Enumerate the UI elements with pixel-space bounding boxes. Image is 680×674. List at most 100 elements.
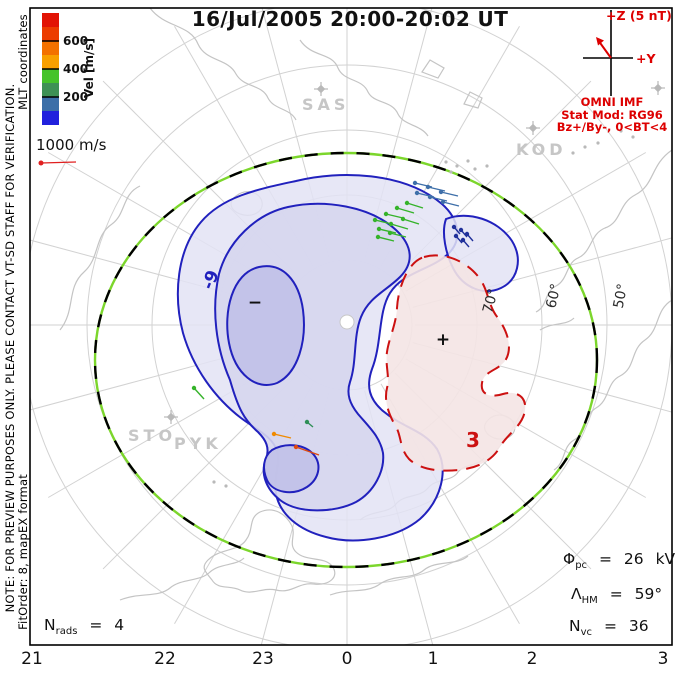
colorbar-segment bbox=[42, 41, 59, 55]
colorbar-segment bbox=[42, 55, 59, 69]
mlt-axis-3: 3 bbox=[657, 649, 669, 669]
scatter-dot bbox=[485, 164, 489, 168]
scatter-dot bbox=[558, 147, 562, 151]
colorbar-axis-label: Vel [m/s] bbox=[82, 37, 96, 99]
velocity-vector bbox=[440, 191, 459, 197]
hm-boundary-latitude: ΛHM = 59° bbox=[571, 585, 662, 606]
station-label-sto: STO bbox=[128, 426, 177, 445]
scatter-dot bbox=[571, 151, 575, 155]
radar-station-marker bbox=[314, 82, 328, 96]
nvc-symbol: N bbox=[569, 617, 581, 635]
ground-scatter-dots bbox=[212, 129, 635, 488]
velocity-vectors bbox=[191, 180, 474, 456]
mlt-axis-22: 22 bbox=[154, 649, 176, 669]
nrads-subscript: rads bbox=[55, 626, 78, 638]
mlt-axis-0: 0 bbox=[341, 649, 353, 669]
negative-cell-center-sign: − bbox=[247, 293, 263, 313]
velocity-vector-origin bbox=[293, 444, 299, 450]
velocity-vector-origin bbox=[304, 419, 310, 425]
scatter-dot bbox=[444, 160, 448, 164]
mlt-axis-2: 2 bbox=[526, 649, 538, 669]
mlt-axis-23: 23 bbox=[252, 649, 274, 669]
plot-frame bbox=[29, 7, 673, 646]
radar-station-marker bbox=[164, 410, 178, 424]
scatter-dot bbox=[224, 484, 228, 488]
velocity-vector bbox=[406, 202, 424, 209]
negative-cell-inner-contour bbox=[226, 265, 305, 386]
velocity-vector bbox=[295, 446, 320, 456]
velocity-vector-origin bbox=[271, 431, 277, 437]
scatter-dot bbox=[455, 164, 459, 168]
velocity-vector bbox=[385, 213, 404, 219]
radar-station-marker bbox=[651, 81, 665, 95]
fit-order-note: FitOrder: 8, mapEX format bbox=[16, 474, 30, 630]
colorbar-segment bbox=[42, 111, 59, 125]
velocity-vector-origin bbox=[404, 200, 410, 206]
velocity-vector bbox=[193, 387, 205, 400]
scatter-dot bbox=[596, 141, 600, 145]
scatter-dot bbox=[212, 480, 216, 484]
velocity-vector-origin bbox=[464, 231, 470, 237]
imf-y-label: +Y bbox=[636, 51, 656, 66]
scatter-dot bbox=[473, 167, 477, 171]
velocity-vector-origin bbox=[394, 205, 400, 211]
verification-note: NOTE: FOR PREVIEW PURPOSES ONLY. PLEASE … bbox=[3, 83, 17, 613]
velocity-vector-origin bbox=[438, 189, 444, 195]
velocity-vector-origin bbox=[376, 226, 382, 232]
velocity-vector-origin bbox=[458, 227, 464, 233]
scale-vector-arrow bbox=[38, 160, 77, 166]
plot-title: 16/Jul/2005 20:00-20:02 UT bbox=[191, 7, 509, 31]
imf-dial bbox=[583, 10, 633, 96]
positive-cell-center-sign: + bbox=[435, 330, 451, 350]
velocity-vector-origin bbox=[191, 385, 197, 391]
velocity-vector bbox=[390, 223, 409, 230]
velocity-vector-origin bbox=[400, 216, 406, 222]
colorbar-tick-200: 200 bbox=[63, 90, 89, 104]
lambda-symbol: Λ bbox=[571, 585, 582, 603]
imf-vector-arrowhead bbox=[596, 37, 604, 46]
colorbar-segment bbox=[42, 13, 59, 27]
scatter-dot bbox=[583, 145, 587, 149]
colorbar-tick-600: 600 bbox=[63, 34, 89, 48]
imf-model-label: Stat Mod: RG96 bbox=[561, 108, 663, 122]
cross-polar-cap-potential: Φpc = 26 kV bbox=[563, 550, 675, 571]
velocity-vector bbox=[402, 218, 420, 225]
colorbar-segment bbox=[42, 27, 59, 41]
colorbar-segment bbox=[42, 69, 59, 83]
nrads-value: = 4 bbox=[89, 616, 125, 634]
phi-subscript: pc bbox=[575, 560, 588, 572]
velocity-vector-origin bbox=[375, 234, 381, 240]
nvc-value: = 36 bbox=[603, 617, 649, 635]
velocity-vector-origin bbox=[453, 233, 459, 239]
pole-marker bbox=[339, 314, 355, 330]
velocity-vector-origin bbox=[387, 230, 393, 236]
station-label-sas: SAS bbox=[302, 95, 350, 114]
radar-count: Nrads = 4 bbox=[44, 616, 124, 637]
scatter-dot bbox=[449, 170, 453, 174]
negative-cell-lower-inner-contour bbox=[263, 444, 320, 494]
positive-cell-contour bbox=[385, 254, 527, 472]
velocity-vector-origin bbox=[425, 184, 431, 190]
velocity-vector-origin bbox=[451, 224, 457, 230]
scatter-dot bbox=[619, 129, 623, 133]
colorbar-segment bbox=[42, 83, 59, 97]
colorbar-segment bbox=[42, 97, 59, 111]
scatter-dot bbox=[631, 135, 635, 139]
imf-z-label: +Z (5 nT) bbox=[606, 8, 672, 23]
velocity-vector bbox=[378, 228, 397, 234]
station-label-kod: KOD bbox=[516, 140, 567, 159]
velocity-vector bbox=[377, 236, 395, 242]
velocity-vector bbox=[442, 201, 460, 207]
lambda-subscript: HM bbox=[581, 595, 598, 607]
vector-count: Nvc = 36 bbox=[569, 617, 649, 638]
velocity-vector bbox=[396, 207, 415, 214]
velocity-vector-origin bbox=[427, 194, 433, 200]
velocity-vector bbox=[389, 232, 407, 238]
radar-station-marker bbox=[526, 121, 540, 135]
positive-contour-label: 3 bbox=[466, 428, 480, 452]
mlt-axis-21: 21 bbox=[21, 649, 43, 669]
velocity-vector-origin bbox=[414, 190, 420, 196]
nrads-symbol: N bbox=[44, 616, 56, 634]
coordinates-note: MLT coordinates bbox=[16, 14, 30, 110]
